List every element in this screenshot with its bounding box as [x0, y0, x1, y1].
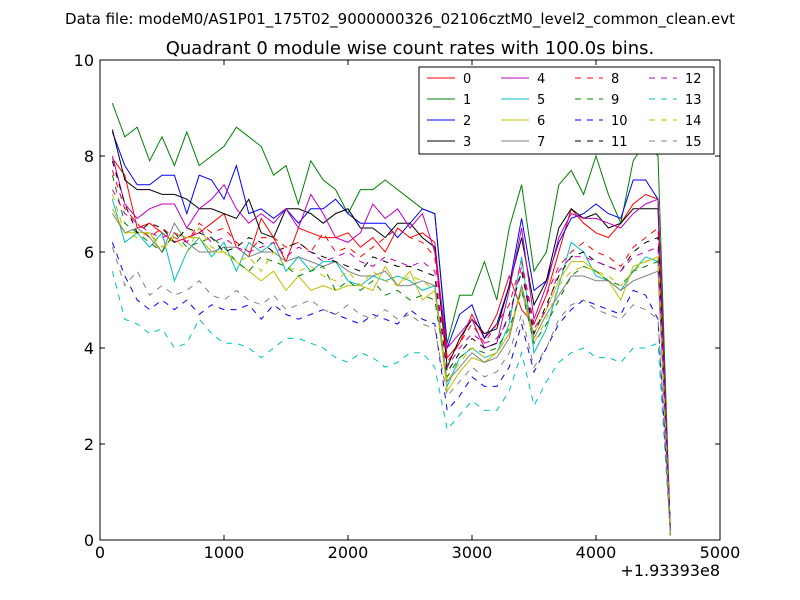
plot-area	[99, 59, 721, 541]
series-line-8	[111, 170, 671, 531]
legend-label-10: 10	[611, 114, 628, 129]
legend-label-1: 1	[463, 93, 471, 108]
legend-label-8: 8	[611, 72, 619, 87]
chart-title: Quadrant 0 module wise count rates with …	[166, 38, 655, 59]
series-line-13	[111, 271, 671, 536]
x-axis-offset-label: +1.93393e8	[620, 561, 720, 580]
series-line-12	[111, 189, 671, 536]
series-line-1	[111, 103, 671, 536]
legend-label-13: 13	[685, 93, 702, 108]
legend-label-4: 4	[537, 72, 545, 87]
y-tick-label: 8	[84, 147, 94, 166]
series-line-3	[111, 129, 671, 536]
legend-label-14: 14	[685, 114, 702, 129]
series-line-9	[111, 175, 671, 536]
y-tick-label: 2	[84, 435, 94, 454]
series-layer	[111, 103, 671, 536]
legend-label-5: 5	[537, 93, 545, 108]
series-line-6	[111, 208, 671, 536]
y-tick-label: 10	[74, 51, 94, 70]
legend-label-9: 9	[611, 93, 619, 108]
x-tick-label: 0	[95, 543, 105, 562]
legend-label-15: 15	[685, 135, 702, 150]
x-tick-label: 3000	[452, 543, 493, 562]
x-tick-label: 2000	[328, 543, 369, 562]
y-tick-label: 0	[84, 531, 94, 550]
y-tick-label: 6	[84, 243, 94, 262]
series-line-10	[111, 242, 671, 536]
legend-label-0: 0	[463, 72, 471, 87]
series-line-2	[111, 131, 671, 536]
y-tick-label: 4	[84, 339, 94, 358]
legend-label-2: 2	[463, 114, 471, 129]
legend-label-3: 3	[463, 135, 471, 150]
legend-label-6: 6	[537, 114, 545, 129]
x-tick-label: 1000	[204, 543, 245, 562]
chart-suptitle: Data file: modeM0/AS1P01_175T02_90000003…	[65, 10, 735, 29]
series-line-4	[111, 155, 671, 536]
legend-label-7: 7	[537, 135, 545, 150]
series-line-15	[111, 247, 671, 536]
series-line-14	[111, 194, 671, 536]
x-tick-label: 5000	[700, 543, 741, 562]
legend-label-11: 11	[611, 135, 628, 150]
legend-box	[418, 66, 715, 155]
legend-label-12: 12	[685, 72, 702, 87]
series-line-7	[111, 213, 671, 536]
x-tick-label: 4000	[576, 543, 617, 562]
